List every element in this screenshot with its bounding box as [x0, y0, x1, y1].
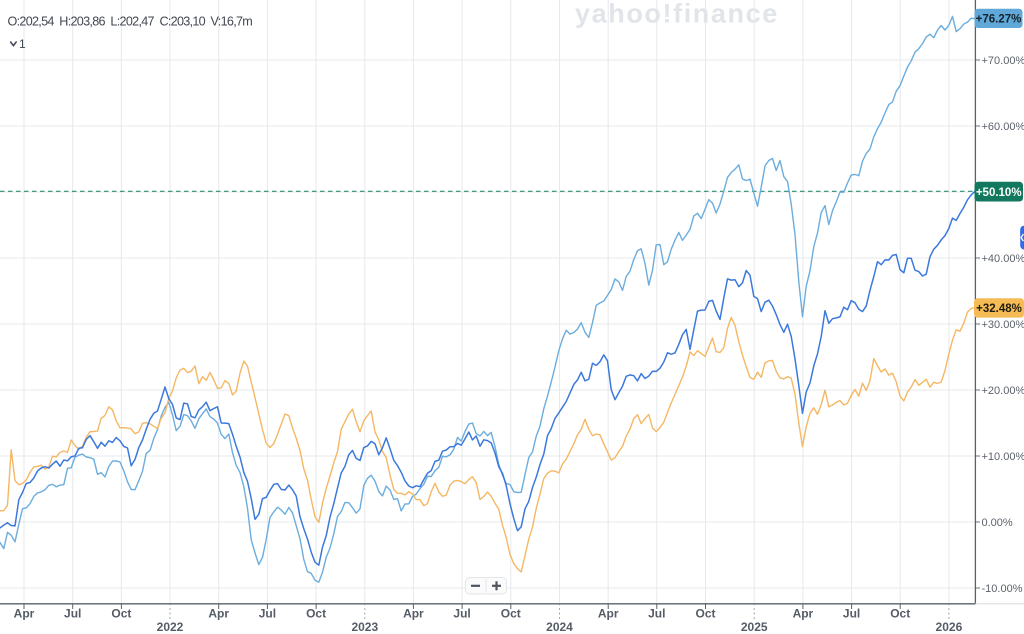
- svg-text:+10.00%: +10.00%: [982, 451, 1024, 463]
- svg-text:+50.10%: +50.10%: [976, 187, 1022, 199]
- svg-text:-10.00%: -10.00%: [982, 583, 1023, 595]
- svg-text:+60.00%: +60.00%: [982, 121, 1024, 133]
- svg-text:2026: 2026: [936, 620, 963, 634]
- svg-text:O:202,54 H:203,86 L:202,47: O:202,54 H:203,86 L:202,47 C:203,10 V:16…: [8, 15, 253, 29]
- svg-text:Oct: Oct: [890, 607, 910, 621]
- svg-text:Apr: Apr: [14, 607, 35, 621]
- svg-text:+76.27%: +76.27%: [976, 14, 1022, 26]
- svg-text:Apr: Apr: [208, 607, 229, 621]
- svg-text:+70.00%: +70.00%: [982, 55, 1024, 67]
- svg-text:1: 1: [19, 37, 26, 51]
- svg-text:Apr: Apr: [598, 607, 619, 621]
- svg-text:+32.48%: +32.48%: [976, 303, 1022, 315]
- svg-text:Jul: Jul: [843, 607, 860, 621]
- svg-text:+40.00%: +40.00%: [982, 253, 1024, 265]
- svg-text:Jul: Jul: [259, 607, 276, 621]
- svg-text:yahoo!finance: yahoo!finance: [575, 0, 779, 29]
- svg-text:Jul: Jul: [453, 607, 470, 621]
- svg-text:+20.00%: +20.00%: [982, 385, 1024, 397]
- svg-text:Oct: Oct: [695, 607, 715, 621]
- svg-text:Jul: Jul: [64, 607, 81, 621]
- svg-text:Oct: Oct: [306, 607, 326, 621]
- svg-text:Apr: Apr: [793, 607, 814, 621]
- svg-text:0.00%: 0.00%: [982, 517, 1013, 529]
- svg-text:Oct: Oct: [111, 607, 131, 621]
- svg-text:2025: 2025: [741, 620, 768, 634]
- svg-text:Jul: Jul: [648, 607, 665, 621]
- svg-text:2024: 2024: [546, 620, 573, 634]
- svg-text:Oct: Oct: [501, 607, 521, 621]
- svg-text:2022: 2022: [157, 620, 184, 634]
- svg-text:Apr: Apr: [403, 607, 424, 621]
- svg-text:+30.00%: +30.00%: [982, 319, 1024, 331]
- svg-text:2023: 2023: [351, 620, 378, 634]
